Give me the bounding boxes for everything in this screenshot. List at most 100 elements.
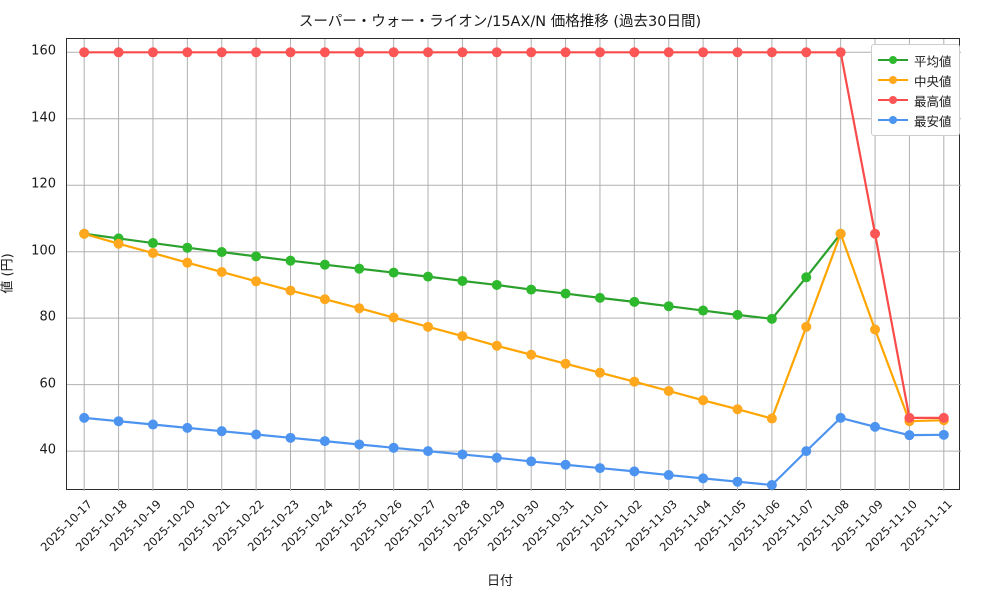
data-point-marker — [835, 47, 846, 58]
data-point-marker — [251, 276, 262, 287]
data-point-marker — [663, 47, 674, 58]
data-point-marker — [147, 248, 158, 259]
data-point-marker — [835, 412, 846, 423]
x-axis-tick-label: 2025-10-23 — [244, 497, 302, 555]
data-point-marker — [594, 47, 605, 58]
data-point-marker — [766, 413, 777, 424]
data-point-marker — [526, 456, 537, 467]
data-point-marker — [938, 429, 949, 440]
legend-item-label: 平均値 — [914, 53, 952, 69]
data-point-marker — [457, 331, 468, 342]
data-point-marker — [732, 47, 743, 58]
data-point-marker — [388, 442, 399, 453]
data-point-marker — [457, 275, 468, 286]
plot-area — [66, 38, 961, 491]
legend-swatch-icon — [878, 53, 908, 67]
data-point-marker — [698, 395, 709, 406]
x-axis-tick-label: 2025-10-21 — [175, 497, 233, 555]
x-axis-tick-label: 2025-10-30 — [484, 497, 543, 555]
x-axis-tick-label: 2025-11-07 — [759, 497, 818, 555]
series-line — [83, 51, 945, 419]
data-point-marker — [663, 470, 674, 481]
data-point-marker — [629, 376, 640, 387]
data-point-marker — [560, 288, 571, 299]
data-point-marker — [182, 242, 193, 253]
series-line — [83, 232, 945, 423]
legend-item-label: 最安値 — [914, 113, 952, 129]
legend-item[interactable]: 平均値 — [878, 50, 952, 70]
x-axis-tick-label: 2025-11-09 — [828, 497, 886, 555]
data-point-marker — [698, 473, 709, 484]
data-point-marker — [491, 279, 502, 290]
legend-item-label: 中央値 — [914, 73, 952, 89]
legend-item-label: 最高値 — [914, 93, 952, 109]
grid-lines — [67, 39, 961, 491]
data-point-marker — [388, 312, 399, 323]
x-axis-tick-label: 2025-11-10 — [863, 497, 921, 555]
x-axis-tick-label: 2025-10-31 — [519, 497, 577, 555]
data-point-marker — [560, 358, 571, 369]
data-point-marker — [491, 47, 502, 58]
x-axis-tick-label: 2025-10-22 — [209, 497, 268, 555]
data-point-marker — [113, 47, 124, 58]
data-point-marker — [423, 321, 434, 332]
x-axis-tick-label: 2025-11-04 — [656, 497, 715, 555]
x-axis-tick-label: 2025-10-18 — [72, 497, 130, 555]
data-point-marker — [216, 426, 227, 437]
data-point-marker — [766, 480, 777, 491]
data-point-marker — [319, 47, 330, 58]
data-point-marker — [870, 421, 881, 432]
data-point-marker — [216, 266, 227, 277]
x-axis-tick-label: 2025-10-19 — [106, 497, 164, 555]
data-point-marker — [251, 47, 262, 58]
x-axis-tick-label: 2025-10-28 — [416, 497, 474, 555]
x-axis-tick-label: 2025-10-27 — [381, 497, 439, 555]
legend-item[interactable]: 最安値 — [878, 110, 952, 130]
chart-legend: 平均値中央値最高値最安値 — [871, 44, 960, 136]
data-point-marker — [766, 313, 777, 324]
data-point-marker — [423, 446, 434, 457]
data-point-marker — [732, 404, 743, 415]
data-point-marker — [182, 422, 193, 433]
data-point-marker — [732, 476, 743, 487]
data-point-marker — [423, 271, 434, 282]
x-axis-tick-label: 2025-11-01 — [553, 497, 611, 555]
x-axis-tick-label: 2025-11-06 — [725, 497, 783, 555]
data-point-marker — [870, 324, 881, 335]
data-point-marker — [182, 47, 193, 58]
data-point-marker — [457, 449, 468, 460]
y-axis-label: 値 (円) — [0, 253, 16, 294]
data-point-marker — [285, 255, 296, 266]
data-point-marker — [732, 309, 743, 320]
data-point-marker — [354, 439, 365, 450]
data-point-marker — [663, 301, 674, 312]
data-point-marker — [801, 321, 812, 332]
data-point-marker — [766, 47, 777, 58]
data-point-marker — [801, 47, 812, 58]
legend-item[interactable]: 中央値 — [878, 70, 952, 90]
data-point-marker — [354, 263, 365, 274]
data-point-marker — [251, 429, 262, 440]
data-point-marker — [354, 303, 365, 314]
data-point-marker — [629, 466, 640, 477]
data-point-marker — [147, 47, 158, 58]
data-point-marker — [629, 296, 640, 307]
data-point-marker — [904, 430, 915, 441]
data-point-marker — [319, 294, 330, 305]
data-point-marker — [457, 47, 468, 58]
data-point-marker — [526, 47, 537, 58]
x-axis-tick-label: 2025-10-17 — [37, 497, 96, 555]
legend-swatch-icon — [878, 113, 908, 127]
x-axis-tick-label: 2025-10-26 — [347, 497, 405, 555]
data-point-marker — [870, 228, 881, 239]
data-point-marker — [285, 285, 296, 296]
legend-swatch-icon — [878, 93, 908, 107]
data-point-marker — [835, 228, 846, 239]
data-point-marker — [594, 367, 605, 378]
x-axis-tick-label: 2025-11-03 — [622, 497, 680, 555]
chart-title: スーパー・ウォー・ライオン/15AX/N 価格推移 (過去30日間) — [298, 14, 702, 30]
data-point-marker — [388, 267, 399, 278]
data-point-marker — [147, 419, 158, 430]
legend-item[interactable]: 最高値 — [878, 90, 952, 110]
data-point-marker — [113, 238, 124, 249]
